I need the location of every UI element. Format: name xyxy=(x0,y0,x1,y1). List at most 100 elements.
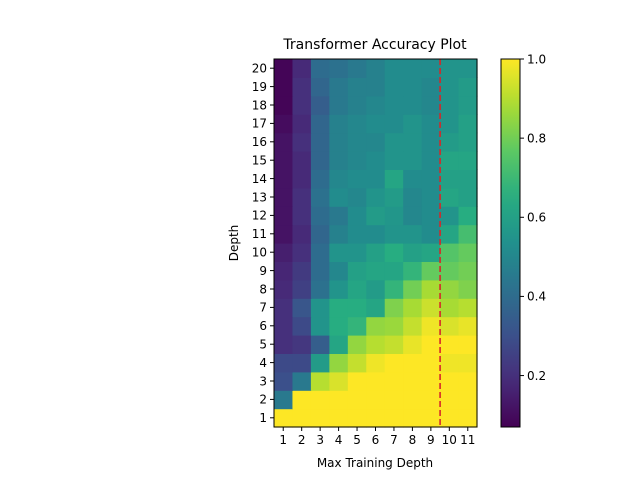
heatmap-cell xyxy=(384,169,404,189)
heatmap-cell xyxy=(366,77,386,97)
heatmap-cell xyxy=(310,390,330,410)
heatmap-cell xyxy=(310,298,330,318)
x-tick-label: 5 xyxy=(353,433,361,447)
heatmap-cell xyxy=(458,335,478,354)
heatmap-cell xyxy=(310,77,330,97)
heatmap-cell xyxy=(440,206,460,226)
colorbar-tick-label: 0.4 xyxy=(527,290,546,304)
heatmap-cell xyxy=(310,279,330,299)
heatmap-cell xyxy=(384,390,404,410)
heatmap-cell xyxy=(366,390,386,410)
heatmap-cell xyxy=(274,151,294,170)
heatmap-cell xyxy=(347,261,367,281)
heatmap-cell xyxy=(366,316,386,336)
heatmap-cell xyxy=(458,224,478,244)
heatmap-cell xyxy=(403,279,423,299)
colorbar-tick-label: 0.6 xyxy=(527,211,546,225)
heatmap-cell xyxy=(384,77,404,97)
heatmap-cell xyxy=(310,95,330,115)
heatmap-cell xyxy=(384,187,404,207)
heatmap-cell xyxy=(421,261,441,281)
heatmap-cell xyxy=(440,59,460,78)
heatmap-cell xyxy=(310,316,330,336)
heatmap-cell xyxy=(403,114,423,134)
heatmap-cell xyxy=(329,77,349,97)
heatmap-cell xyxy=(403,371,423,391)
heatmap-cell xyxy=(274,316,294,336)
heatmap-cell xyxy=(458,298,478,318)
heatmap-cell xyxy=(384,206,404,226)
heatmap-cell xyxy=(421,335,441,354)
heatmap-cell xyxy=(421,187,441,207)
heatmap-cell xyxy=(403,77,423,97)
heatmap-cell xyxy=(421,371,441,391)
heatmap-cell xyxy=(384,224,404,244)
heatmap-cell xyxy=(292,371,312,391)
heatmap-cell xyxy=(366,151,386,170)
heatmap-cell xyxy=(347,243,367,262)
y-tick-label: 8 xyxy=(259,282,267,296)
heatmap-cell xyxy=(310,169,330,189)
y-tick-label: 2 xyxy=(259,393,267,407)
heatmap-cell xyxy=(440,151,460,170)
colorbar-tick-label: 1.0 xyxy=(527,52,546,66)
heatmap-cell xyxy=(347,279,367,299)
y-tick-label: 13 xyxy=(252,190,267,204)
heatmap-cell xyxy=(421,114,441,134)
x-tick-label: 6 xyxy=(372,433,380,447)
heatmap-cell xyxy=(403,298,423,318)
heatmap-cell xyxy=(292,261,312,281)
heatmap-cell xyxy=(421,279,441,299)
heatmap-cell xyxy=(421,77,441,97)
heatmap-cell xyxy=(421,353,441,373)
heatmap-cell xyxy=(329,132,349,152)
heatmap-cell xyxy=(440,169,460,189)
colorbar: 0.2 0.4 0.6 0.8 1.0 xyxy=(500,52,546,428)
heatmap-cell xyxy=(366,59,386,78)
heatmap-cell xyxy=(384,114,404,134)
heatmap-cell xyxy=(366,169,386,189)
heatmap-cell xyxy=(440,335,460,354)
x-tick-label: 7 xyxy=(390,433,398,447)
heatmap-cell xyxy=(292,335,312,354)
heatmap-cell xyxy=(274,224,294,244)
heatmap-cell xyxy=(292,206,312,226)
heatmap-cell xyxy=(440,224,460,244)
heatmap-cell xyxy=(310,224,330,244)
heatmap-cell xyxy=(292,132,312,152)
heatmap-cell xyxy=(329,169,349,189)
heatmap-cell xyxy=(384,243,404,262)
heatmap-cell xyxy=(440,243,460,262)
heatmap-cell xyxy=(366,353,386,373)
y-tick-label: 5 xyxy=(259,338,267,352)
heatmap-cell xyxy=(310,335,330,354)
heatmap-cell xyxy=(292,95,312,115)
heatmap-cell xyxy=(274,279,294,299)
heatmap-cell xyxy=(366,243,386,262)
heatmap-cell xyxy=(403,132,423,152)
heatmap-cell xyxy=(458,114,478,134)
heatmap-cell xyxy=(440,371,460,391)
heatmap-cell xyxy=(329,298,349,318)
heatmap-cell xyxy=(458,243,478,262)
heatmap-cell xyxy=(329,206,349,226)
heatmap-cell xyxy=(403,316,423,336)
heatmap-cell xyxy=(366,224,386,244)
heatmap-cell xyxy=(329,408,349,428)
heatmap-cell xyxy=(347,390,367,410)
heatmap-cell xyxy=(347,335,367,354)
heatmap-cell xyxy=(310,114,330,134)
heatmap-cell xyxy=(458,353,478,373)
heatmap-cell xyxy=(292,408,312,428)
y-tick-label: 17 xyxy=(252,117,267,131)
heatmap-cell xyxy=(292,353,312,373)
heatmap-cell xyxy=(310,261,330,281)
x-tick-label: 10 xyxy=(442,433,457,447)
heatmap-cell xyxy=(440,114,460,134)
heatmap-cell xyxy=(366,187,386,207)
heatmap-cell xyxy=(347,77,367,97)
y-tick-label: 20 xyxy=(252,62,267,76)
heatmap-cell xyxy=(366,132,386,152)
